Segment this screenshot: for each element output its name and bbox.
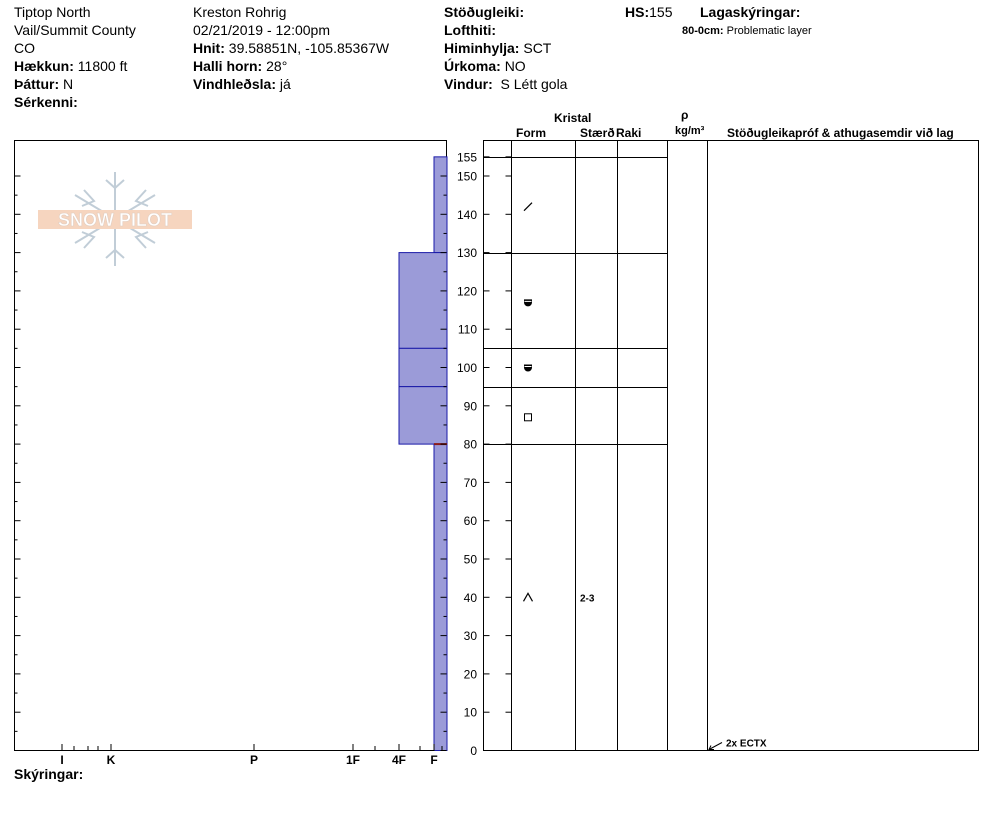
precip-value: NO bbox=[504, 58, 526, 74]
air-temp-label: Lofthiti: bbox=[444, 22, 497, 38]
wind: Vindur: S Létt gola bbox=[444, 75, 567, 93]
hardness-layer-bar bbox=[398, 386, 448, 445]
grain-forms: 2-3 bbox=[522, 202, 595, 604]
hardness-layer-bar bbox=[398, 347, 448, 388]
hardness-layer-bar bbox=[433, 156, 448, 254]
depth-label: 70 bbox=[464, 476, 478, 490]
layer-notes-label: Lagaskýringar: bbox=[700, 4, 801, 20]
layer-note-range: 80-0cm: bbox=[682, 25, 724, 37]
precip-label: Úrkoma: bbox=[444, 58, 501, 74]
grain-rounded-faceted-shape bbox=[524, 299, 532, 307]
notes-label: Skýringar: bbox=[14, 766, 84, 782]
grain-depth-hoar bbox=[522, 592, 534, 602]
depth-label: 10 bbox=[464, 706, 478, 720]
specifics-label: Sérkenni: bbox=[14, 94, 78, 110]
crystal-header: Kristal bbox=[554, 111, 592, 125]
depth-label: 30 bbox=[464, 629, 478, 643]
wind-label: Vindur: bbox=[444, 76, 493, 92]
logo-band bbox=[38, 210, 192, 229]
slope-angle: Halli horn: 28° bbox=[193, 57, 287, 75]
precipitation: Úrkoma: NO bbox=[444, 57, 526, 75]
depth-label: 150 bbox=[457, 170, 477, 184]
test-pointer-arrow bbox=[708, 745, 714, 750]
grain-faceted bbox=[524, 413, 532, 422]
left-depth-ticks bbox=[14, 175, 447, 751]
hs-value: 155 bbox=[649, 4, 673, 20]
depth-label: 90 bbox=[464, 399, 478, 413]
layer-table-frame bbox=[483, 140, 979, 751]
aspect-label: Þáttur: bbox=[14, 76, 60, 92]
depth-label: 155 bbox=[457, 150, 477, 164]
moisture-header: Raki bbox=[616, 126, 642, 140]
logo-text: SNOW PILOT bbox=[58, 210, 172, 230]
depth-label: 20 bbox=[464, 667, 478, 681]
depth-label: 130 bbox=[457, 246, 477, 260]
datetime: 02/21/2019 - 12:00pm bbox=[193, 22, 330, 38]
coords-label: Hnit: bbox=[193, 40, 225, 56]
depth-label: 60 bbox=[464, 514, 478, 528]
coordinates: Hnit: 39.58851N, -105.85367W bbox=[193, 39, 389, 57]
grain-size-label: 2-3 bbox=[580, 593, 595, 604]
wind-loading-value: já bbox=[279, 76, 291, 92]
test-results: 2x ECTX bbox=[708, 739, 767, 750]
grain-rounded-faceted bbox=[524, 364, 532, 372]
hardness-scale-label: 4F bbox=[392, 753, 406, 767]
layer-note-text: Problematic layer bbox=[726, 25, 812, 37]
depth-label: 0 bbox=[470, 744, 477, 758]
layer-boundary-lines bbox=[483, 157, 668, 445]
hardness-layer-bar bbox=[398, 252, 448, 349]
stability-label: Stöðugleiki: bbox=[444, 4, 525, 20]
aspect: Þáttur: N bbox=[14, 75, 73, 93]
test-result-label: 2x ECTX bbox=[726, 739, 767, 750]
depth-label: 140 bbox=[457, 208, 477, 222]
depth-label: 40 bbox=[464, 591, 478, 605]
location: Tiptop North bbox=[14, 4, 91, 20]
hardness-scale: I K P 1F 4F F bbox=[60, 744, 443, 767]
rho-header: ρ bbox=[681, 108, 689, 122]
state: CO bbox=[14, 40, 35, 56]
depth-label: 80 bbox=[464, 438, 478, 452]
wind-loading: Vindhleðsla: já bbox=[193, 75, 291, 93]
hardness-scale-label: 1F bbox=[346, 753, 360, 767]
slope-label: Halli horn: bbox=[193, 58, 263, 74]
grain-precipitation-particle bbox=[523, 202, 533, 212]
depth-label: 100 bbox=[457, 361, 477, 375]
hardness-scale-label: K bbox=[107, 753, 116, 767]
sky-label: Himinhylja: bbox=[444, 40, 520, 56]
hardness-scale-label: F bbox=[430, 753, 437, 767]
tests-header: Stöðugleikapróf & athugasemdir við lag bbox=[727, 126, 954, 140]
grain-rounded-faceted-shape bbox=[524, 364, 532, 372]
form-header: Form bbox=[516, 126, 546, 140]
depth-label: 110 bbox=[458, 323, 477, 337]
hardness-scale-label: P bbox=[250, 753, 258, 767]
elevation-value: 11800 ft bbox=[77, 58, 128, 74]
layer-note: 80-0cm: Problematic layer bbox=[682, 22, 812, 40]
snow-height: HS:155 bbox=[625, 3, 672, 21]
snowpilot-logo: SNOW PILOT bbox=[38, 172, 192, 266]
depth-axis: 0 10 20 30 40 50 60 70 80 90 100 110 120 130 140 150 155 bbox=[457, 150, 512, 758]
region: Vail/Summit County bbox=[14, 22, 136, 38]
wind-loading-label: Vindhleðsla: bbox=[193, 76, 276, 92]
aspect-value: N bbox=[63, 76, 74, 92]
hardness-scale-label: I bbox=[60, 753, 63, 767]
elevation-label: Hækkun: bbox=[14, 58, 74, 74]
observer: Kreston Rohrig bbox=[193, 4, 287, 20]
depth-label: 120 bbox=[457, 284, 477, 298]
elevation: Hækkun: 11800 ft bbox=[14, 57, 127, 75]
hardness-plot-frame bbox=[14, 140, 447, 751]
density-unit: kg/m³ bbox=[675, 125, 705, 137]
sky-value: SCT bbox=[523, 40, 552, 56]
wind-value: S Létt gola bbox=[500, 76, 568, 92]
slope-value: 28° bbox=[266, 58, 288, 74]
grain-rounded-faceted bbox=[524, 299, 532, 307]
hs-label: HS: bbox=[625, 4, 650, 20]
coords-value: 39.58851N, -105.85367W bbox=[228, 40, 390, 56]
sky-cover: Himinhylja: SCT bbox=[444, 39, 551, 57]
depth-label: 50 bbox=[464, 553, 478, 567]
hardness-layers bbox=[398, 156, 448, 751]
size-header: Stærð bbox=[580, 126, 615, 140]
test-pointer-line bbox=[708, 742, 723, 750]
